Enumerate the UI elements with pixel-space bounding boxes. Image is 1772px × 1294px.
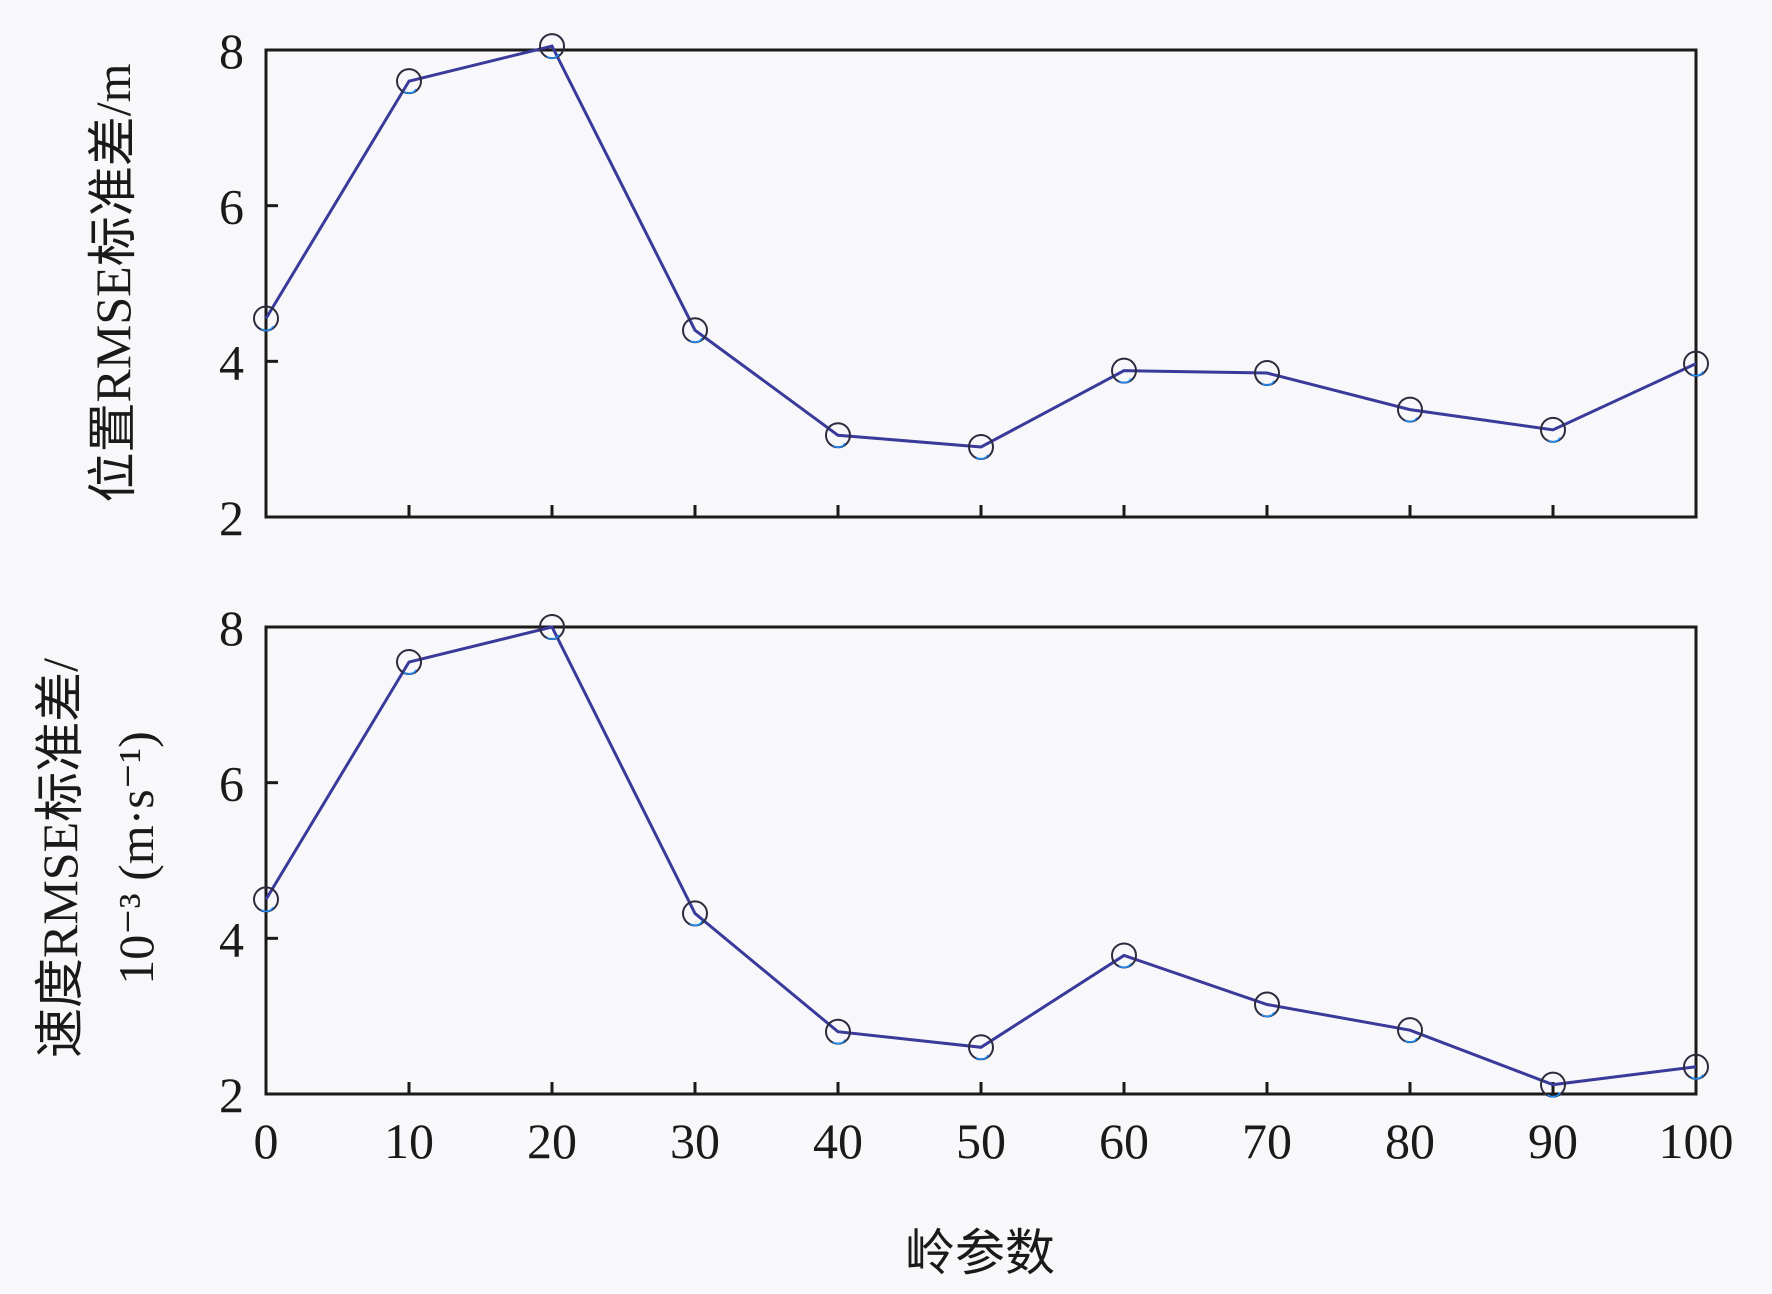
x-tick-label: 0: [254, 1113, 279, 1169]
x-tick-label: 90: [1528, 1113, 1578, 1169]
top-data-point-accent: [1258, 368, 1276, 386]
top-data-point-accent: [257, 313, 275, 332]
bottom-y-tick-label: 8: [219, 600, 244, 656]
x-tick-label: 20: [527, 1113, 577, 1169]
bottom-y-tick-label: 4: [219, 911, 244, 967]
top-y-axis-label: 位置RMSE标准差/m: [85, 63, 141, 502]
bottom-data-point-accent: [1544, 1079, 1562, 1098]
top-series-line: [264, 44, 1697, 449]
bottom-data-point-accent: [829, 1026, 847, 1045]
bottom-y-tick-label: 6: [219, 756, 244, 812]
bottom-series-line: [264, 625, 1697, 1087]
bottom-data-point-accent: [257, 894, 275, 913]
bottom-y-axis-label-line2: 10⁻³ (m·s⁻¹): [108, 731, 164, 985]
top-data-point-accent: [1687, 358, 1705, 377]
bottom-data-point-accent: [972, 1042, 990, 1061]
x-tick-label: 30: [670, 1113, 720, 1169]
bottom-data-point-accent: [543, 622, 561, 640]
x-tick-label: 70: [1242, 1113, 1292, 1169]
top-y-tick-label: 8: [219, 23, 244, 79]
top-y-tick-label: 6: [219, 179, 244, 235]
top-data-point-accent: [829, 430, 847, 449]
bottom-data-point-accent: [1258, 999, 1276, 1018]
x-tick-label: 50: [956, 1113, 1006, 1169]
top-data-point-accent: [1401, 404, 1419, 423]
bottom-data-point-accent: [686, 908, 704, 927]
bottom-y-axis-label-line1: 速度RMSE标准差/: [32, 658, 88, 1058]
top-plot: 2 4 6 8: [219, 23, 1709, 546]
top-data-point-accent: [1544, 425, 1562, 443]
top-y-tick-label: 2: [219, 490, 244, 546]
bottom-data-point-accent: [400, 657, 418, 675]
top-y-tick-label: 4: [219, 334, 244, 390]
bottom-data-point-accent: [1687, 1062, 1705, 1080]
top-data-point-accent: [400, 76, 418, 94]
top-data-point-accent: [1115, 365, 1133, 384]
x-tick-label: 10: [384, 1113, 434, 1169]
x-tick-label: 80: [1385, 1113, 1435, 1169]
bottom-y-tick-label: 2: [219, 1067, 244, 1123]
bottom-data-point-accent: [1401, 1025, 1419, 1043]
top-data-point-accent: [543, 41, 561, 59]
top-data-point-accent: [972, 442, 990, 460]
x-tick-label: 60: [1099, 1113, 1149, 1169]
top-data-point-accent: [686, 325, 704, 343]
x-tick-label: 40: [813, 1113, 863, 1169]
x-axis-label: 岭参数: [905, 1225, 1055, 1281]
bottom-plot-frame: [264, 625, 1698, 1096]
bottom-data-point-accent: [1115, 950, 1133, 969]
bottom-plot: 0 10 20 30 40 50 60 70 80 90 100 2 4 6 8: [219, 600, 1734, 1169]
x-tick-label: 100: [1659, 1113, 1734, 1169]
